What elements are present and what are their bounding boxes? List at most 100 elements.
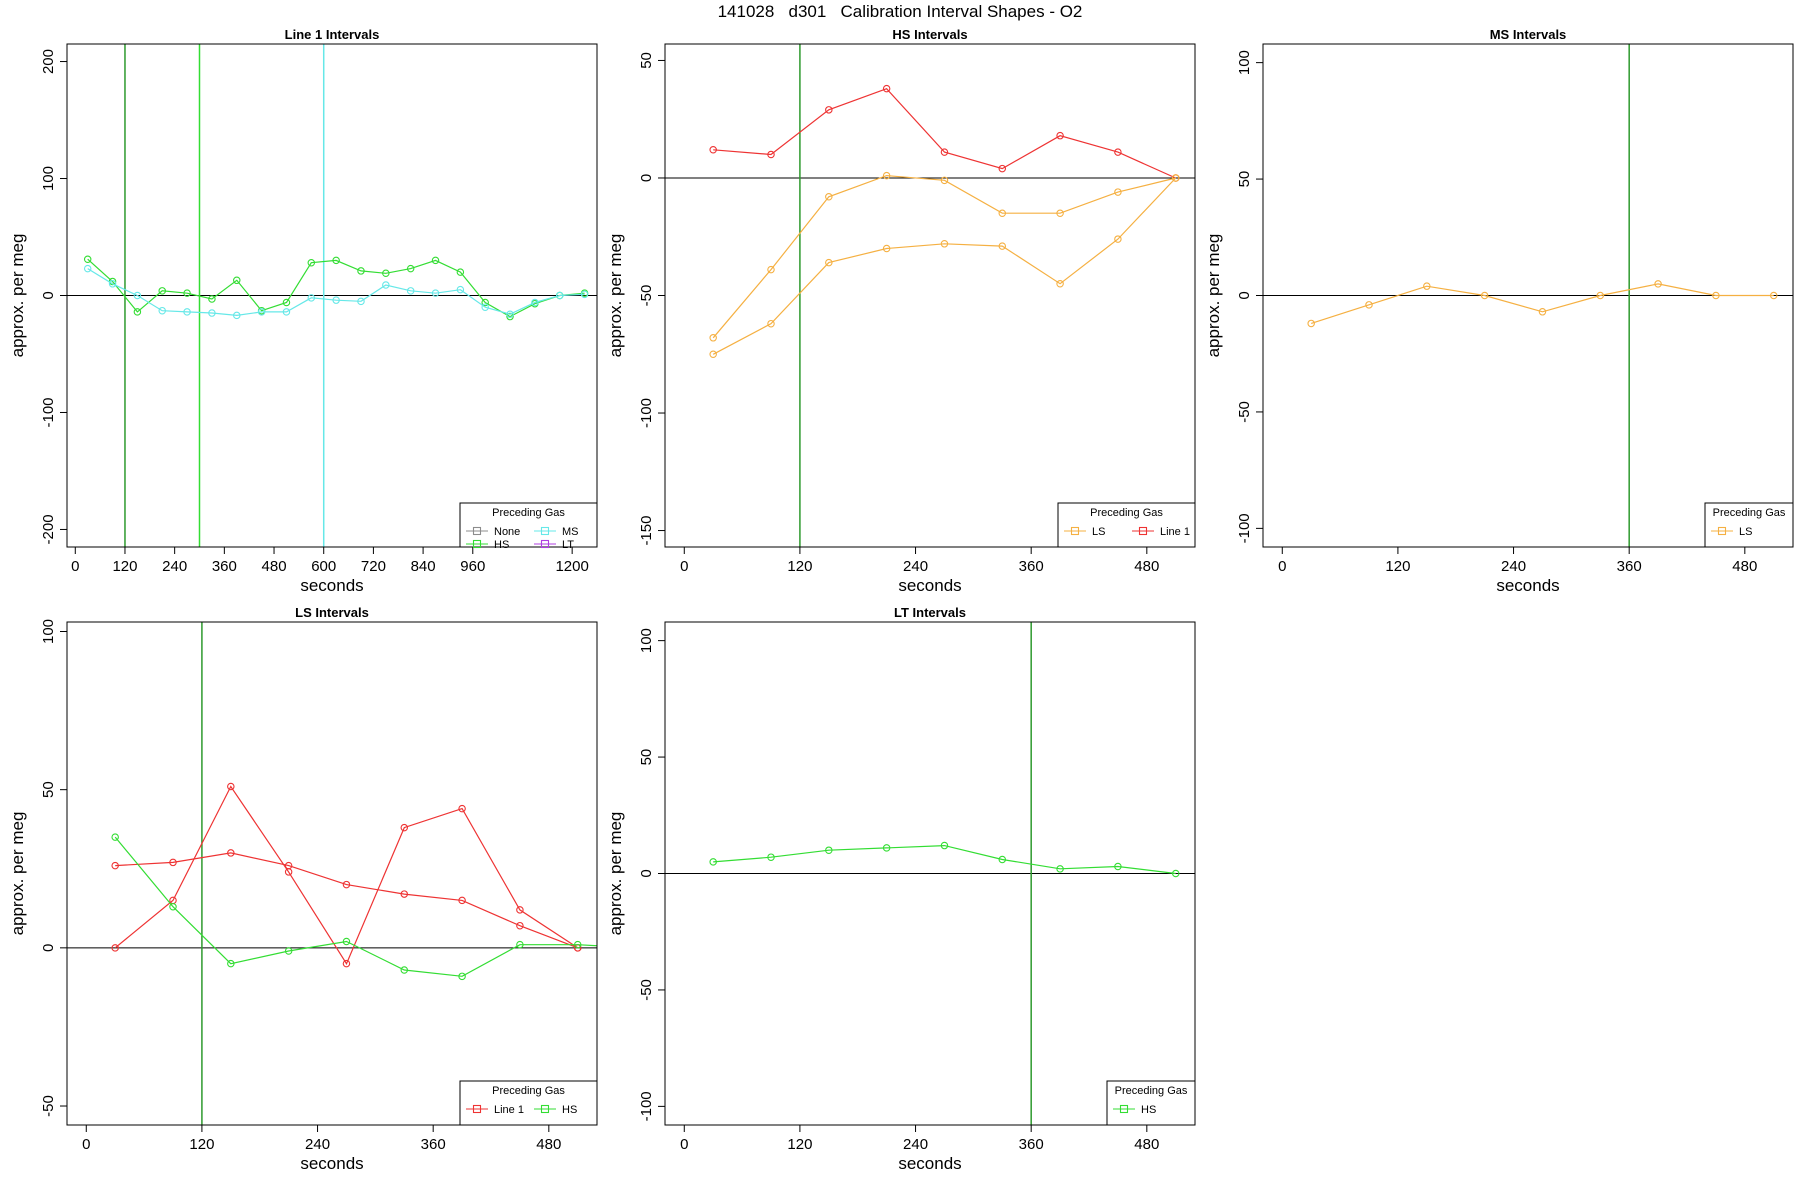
legend-title: Preceding Gas: [1090, 507, 1163, 519]
x-tick-label: 360: [421, 1136, 446, 1153]
x-axis-label: seconds: [1496, 576, 1559, 595]
data-point: [307, 294, 316, 302]
x-tick-label: 120: [112, 558, 137, 575]
data-point: [1056, 209, 1064, 217]
legend-title: Preceding Gas: [1713, 507, 1786, 519]
series-line: [115, 852, 578, 949]
panel-ls: LS Intervals 0 120 240 360 480 seconds -50 0 50 10…: [8, 605, 598, 1173]
x-tick-label: 480: [1732, 558, 1757, 575]
legend-swatch-marker: [472, 1104, 482, 1114]
legend-swatch-marker: [472, 539, 482, 549]
data-point: [400, 966, 409, 974]
y-tick-label: -50: [1236, 401, 1253, 423]
data-point: [580, 290, 589, 299]
data-point: [233, 276, 241, 285]
legend-swatch-marker: [1138, 526, 1148, 536]
data-point: [169, 858, 177, 867]
legend-label: HS: [562, 1104, 577, 1116]
x-axis-label: seconds: [300, 1154, 363, 1173]
panel-title: Line 1 Intervals: [285, 27, 380, 42]
data-point: [431, 256, 440, 265]
data-point: [284, 947, 293, 955]
data-point: [208, 309, 216, 317]
data-point: [400, 823, 409, 832]
x-tick-label: 240: [162, 558, 187, 575]
data-point: [208, 295, 216, 303]
x-tick-label: 240: [1501, 558, 1526, 575]
plot-area: [67, 622, 597, 1125]
y-tick-label: 0: [40, 944, 57, 952]
data-point: [158, 287, 166, 295]
x-tick-label: 0: [82, 1136, 90, 1153]
x-tick-label: 120: [1385, 558, 1410, 575]
y-tick-label: 100: [40, 619, 57, 644]
legend: Preceding Gas LS Line 1: [1057, 502, 1196, 548]
panel-title: HS Intervals: [892, 27, 967, 42]
y-axis-label: approx. per meg: [1204, 234, 1223, 358]
y-tick-label: -100: [1236, 513, 1253, 543]
data-point: [227, 849, 235, 857]
data-point: [342, 959, 351, 968]
y-tick-label: 50: [638, 749, 655, 766]
data-point: [825, 106, 833, 114]
x-tick-label: 720: [361, 558, 386, 575]
y-tick-label: 0: [40, 291, 57, 299]
x-tick-label: 360: [1617, 558, 1642, 575]
y-tick-label: 50: [1236, 171, 1253, 188]
data-point: [709, 350, 717, 359]
x-tick-label: 480: [1134, 558, 1159, 575]
series-line: [712, 177, 1177, 355]
data-point: [406, 287, 415, 295]
data-point: [284, 868, 293, 876]
data-point: [1114, 235, 1122, 243]
data-point: [767, 319, 775, 328]
legend: Preceding Gas HS: [1106, 1080, 1196, 1126]
figure-title: 141028 d301 Calibration Interval Shapes …: [717, 2, 1083, 21]
legend-label: MS: [562, 526, 579, 538]
data-point: [767, 265, 775, 274]
legend-swatch-marker: [540, 1104, 550, 1114]
legend-swatch-marker: [1119, 1104, 1129, 1114]
y-tick-label: 0: [638, 869, 655, 877]
series-line: [114, 836, 597, 977]
data-point: [431, 289, 440, 297]
y-tick-label: -200: [40, 514, 57, 544]
data-point: [1171, 174, 1180, 182]
data-point: [282, 298, 291, 307]
legend-box: [459, 1080, 598, 1126]
x-tick-label: 240: [903, 558, 928, 575]
data-point: [227, 959, 235, 968]
data-point: [108, 280, 117, 288]
data-point: [456, 285, 465, 294]
data-point: [709, 334, 717, 342]
data-point: [882, 84, 891, 93]
data-point: [158, 306, 166, 315]
data-point: [1056, 131, 1064, 140]
plot-frame: [664, 43, 1196, 548]
data-point: [342, 880, 351, 889]
data-point: [406, 264, 415, 273]
legend-label: Line 1: [1160, 526, 1190, 538]
x-tick-label: 600: [311, 558, 336, 575]
x-tick-label: 360: [212, 558, 237, 575]
panel-title: LT Intervals: [894, 605, 966, 620]
data-point: [83, 255, 92, 263]
legend-label: HS: [1141, 1104, 1156, 1116]
x-tick-label: 360: [1019, 1136, 1044, 1153]
data-point: [1769, 291, 1778, 300]
panel-ms: MS Intervals 0 120 240 360 480 seconds -100 -50 0…: [1204, 27, 1794, 595]
data-point: [940, 240, 949, 248]
plot-area: [665, 44, 1195, 547]
data-point: [227, 782, 235, 791]
data-point: [506, 310, 514, 318]
x-tick-label: 0: [680, 1136, 688, 1153]
legend-swatch-marker: [1717, 526, 1727, 536]
panel-title: MS Intervals: [1490, 27, 1567, 42]
data-point: [282, 308, 291, 316]
series-line: [114, 785, 579, 965]
data-point: [940, 148, 949, 156]
legend-label: HS: [494, 539, 509, 551]
y-tick-label: -100: [638, 398, 655, 428]
y-tick-label: 100: [1236, 50, 1253, 75]
